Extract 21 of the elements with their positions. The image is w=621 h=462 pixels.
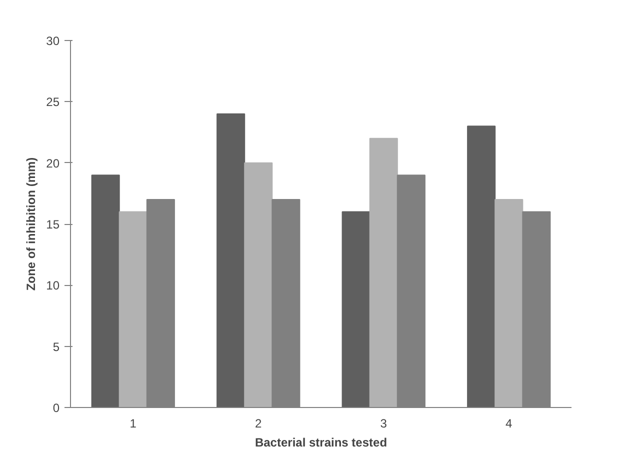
x-axis-title: Bacterial strains tested bbox=[254, 436, 388, 450]
bar bbox=[494, 199, 524, 408]
bar bbox=[342, 211, 370, 408]
bar bbox=[216, 113, 246, 408]
x-tick-label: 1 bbox=[130, 416, 137, 430]
x-tick-label: 3 bbox=[380, 416, 388, 430]
y-tick-label: 30 bbox=[46, 34, 60, 48]
bar bbox=[91, 174, 120, 408]
x-tick-label: 2 bbox=[255, 416, 262, 430]
y-tick-label: 20 bbox=[46, 156, 60, 170]
bar bbox=[118, 211, 148, 408]
y-tick-label: 10 bbox=[46, 278, 60, 293]
bar bbox=[244, 162, 273, 408]
x-tick-label: 4 bbox=[506, 416, 513, 430]
y-axis-title: Zone of inhibition (mm) bbox=[24, 157, 38, 291]
y-tick-label: 5 bbox=[52, 340, 60, 354]
bar bbox=[467, 126, 496, 408]
y-tick-label: 25 bbox=[46, 95, 60, 110]
bar bbox=[369, 138, 398, 408]
y-tick-label: 0 bbox=[52, 401, 60, 415]
y-tick-label: 15 bbox=[46, 218, 60, 232]
